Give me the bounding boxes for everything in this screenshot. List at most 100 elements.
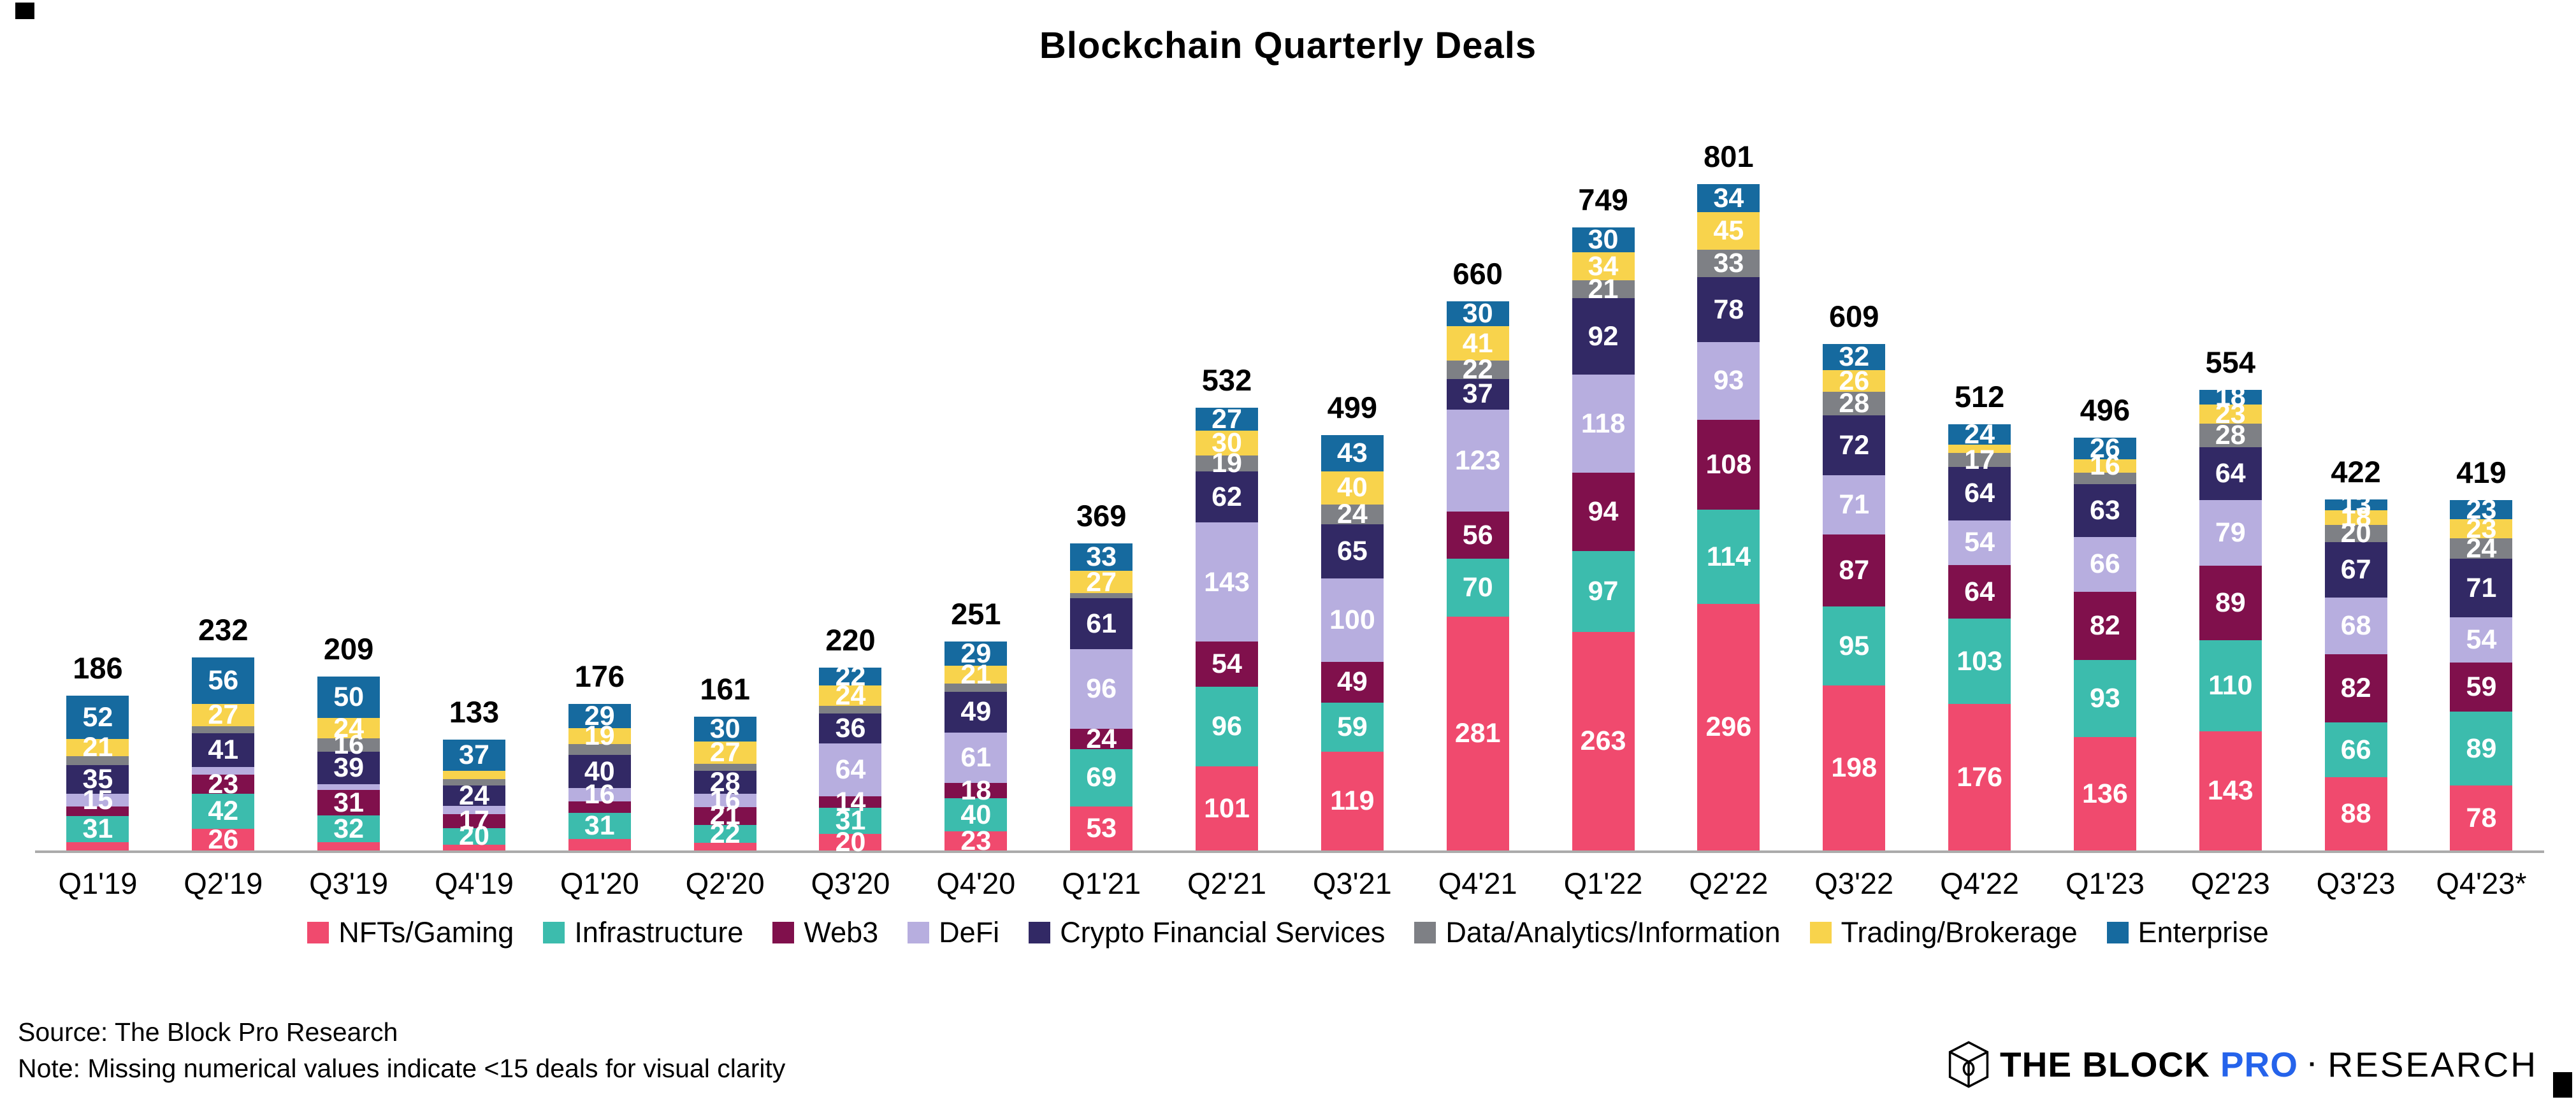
x-axis-label: Q2'22 — [1689, 866, 1769, 900]
bar-stack: 29 21 49 61 18 40 23 — [944, 638, 1008, 854]
segment-web3: 54 — [1196, 642, 1259, 687]
segment-value-label: 95 — [1839, 631, 1870, 662]
segment-value-label: 20 — [2340, 518, 2371, 549]
segment-enterprise: 52 — [66, 696, 129, 740]
segment-value-label: 66 — [2340, 734, 2371, 765]
legend-item-defi: DeFi — [908, 916, 999, 949]
segment-trading-brokerage: 41 — [1446, 326, 1509, 361]
total-label: 660 — [1452, 257, 1503, 291]
bar-column-q2-20: 161 30 27 28 16 21 22 Q2'20 — [662, 137, 788, 900]
segment-value-label: 143 — [1204, 566, 1250, 598]
segment-value-label: 16 — [2090, 450, 2120, 482]
segment-enterprise: 30 — [693, 715, 756, 742]
total-label: 496 — [2080, 393, 2131, 427]
segment-value-label: 26 — [2090, 433, 2120, 464]
segment-value-label: 21 — [960, 659, 992, 690]
segment-value-label: 20 — [459, 821, 489, 852]
segment-trading-brokerage: 23 — [2450, 513, 2513, 544]
segment-crypto-financial-services: 71 — [2450, 558, 2513, 618]
total-label: 801 — [1704, 139, 1754, 173]
block-cube-icon — [1948, 1041, 1989, 1088]
segment-value-label: 103 — [1957, 645, 2002, 677]
segment-crypto-financial-services: 41 — [192, 733, 255, 768]
total-label: 220 — [825, 622, 876, 657]
segment-value-label: 22 — [835, 661, 866, 692]
segment-value-label: 27 — [208, 699, 239, 731]
segment-value-label: 41 — [208, 735, 239, 766]
segment-value-label: 14 — [835, 786, 866, 817]
total-label: 251 — [951, 597, 1001, 631]
segment-defi — [317, 784, 380, 790]
segment-trading-brokerage: 45 — [1697, 212, 1760, 250]
segment-infrastructure: 59 — [1321, 702, 1384, 752]
segment-value-label: 21 — [709, 800, 741, 831]
segment-data-analytics-information — [944, 683, 1008, 692]
segment-web3: 23 — [192, 771, 255, 798]
segment-enterprise: 13 — [2324, 491, 2387, 518]
segment-data-analytics-information: 16 — [317, 731, 380, 758]
segment-defi: 143 — [1196, 522, 1259, 642]
segment-value-label: 31 — [82, 814, 113, 845]
segment-data-analytics-information: 22 — [1446, 356, 1509, 383]
legend-label: Crypto Financial Services — [1060, 916, 1386, 949]
segment-enterprise: 30 — [1446, 300, 1509, 327]
segment-web3: 89 — [2199, 566, 2262, 640]
segment-value-label: 64 — [1964, 576, 1995, 607]
segment-enterprise: 33 — [1070, 543, 1133, 571]
clarity-note: Note: Missing numerical values indicate … — [18, 1054, 786, 1084]
segment-value-label: 89 — [2215, 587, 2246, 619]
segment-infrastructure: 69 — [1070, 749, 1133, 806]
segment-value-label: 29 — [960, 638, 992, 669]
segment-data-analytics-information — [2073, 473, 2136, 485]
segment-crypto-financial-services: 63 — [2073, 484, 2136, 537]
segment-enterprise: 56 — [192, 657, 255, 705]
legend-swatch — [908, 922, 930, 943]
segment-nfts-gaming: 281 — [1446, 617, 1509, 850]
bar-column-q1-23: 496 26 16 63 66 82 93 136 Q1'23 — [2043, 137, 2168, 900]
segment-web3: 24 — [1070, 725, 1133, 752]
segment-value-label: 42 — [208, 796, 239, 827]
segment-defi: 64 — [819, 743, 882, 797]
segment-infrastructure: 96 — [1196, 686, 1259, 767]
segment-value-label: 68 — [2340, 610, 2371, 642]
segment-value-label: 35 — [82, 764, 113, 795]
segment-value-label: 21 — [82, 732, 113, 763]
segment-value-label: 66 — [2090, 548, 2120, 580]
segment-value-label: 87 — [1839, 555, 1870, 586]
segment-value-label: 23 — [2466, 513, 2497, 544]
x-axis-label: Q1'22 — [1563, 866, 1643, 900]
segment-infrastructure: 42 — [192, 794, 255, 829]
bar-stack: 23 23 24 71 54 59 89 78 — [2450, 496, 2513, 850]
x-axis-label: Q2'19 — [184, 866, 263, 900]
segment-defi — [192, 767, 255, 775]
segment-defi: 100 — [1321, 578, 1384, 662]
segment-value-label: 20 — [835, 826, 866, 857]
logo-research: RESEARCH — [2327, 1045, 2538, 1084]
segment-trading-brokerage: 27 — [693, 739, 756, 766]
total-label: 133 — [449, 695, 500, 729]
bar-stack: 26 16 63 66 82 93 136 — [2073, 433, 2136, 850]
legend-label: Trading/Brokerage — [1841, 916, 2078, 949]
segment-value-label: 94 — [1588, 496, 1619, 527]
bar-stack: 33 27 61 96 24 69 53 — [1070, 543, 1133, 850]
footer-notes: Source: The Block Pro Research Note: Mis… — [18, 1014, 785, 1087]
bar-column-q4-21: 660 30 41 22 37 123 56 70 281 Q4'21 — [1415, 137, 1540, 900]
segment-value-label: 40 — [584, 756, 615, 787]
total-label: 232 — [198, 613, 249, 647]
segment-value-label: 41 — [1462, 327, 1493, 359]
segment-infrastructure: 95 — [1823, 606, 1886, 686]
segment-crypto-financial-services: 92 — [1572, 298, 1635, 375]
segment-web3: 14 — [819, 789, 882, 815]
segment-value-label: 108 — [1705, 448, 1752, 480]
segment-value-label: 16 — [709, 785, 741, 816]
segment-crypto-financial-services: 62 — [1196, 471, 1259, 523]
segment-value-label: 28 — [1839, 388, 1870, 419]
segment-value-label: 281 — [1454, 718, 1501, 749]
legend-swatch — [543, 922, 565, 943]
segment-trading-brokerage: 16 — [2073, 452, 2136, 480]
segment-enterprise: 26 — [2073, 433, 2136, 464]
segment-nfts-gaming: 296 — [1697, 604, 1760, 850]
segment-value-label: 24 — [459, 780, 489, 811]
logo-pro: PRO — [2220, 1045, 2299, 1084]
bar-stack: 13 18 20 67 68 82 66 88 — [2324, 491, 2387, 850]
